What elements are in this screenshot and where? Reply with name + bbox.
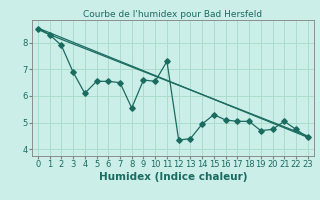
X-axis label: Humidex (Indice chaleur): Humidex (Indice chaleur) (99, 172, 247, 182)
Title: Courbe de l'humidex pour Bad Hersfeld: Courbe de l'humidex pour Bad Hersfeld (83, 10, 262, 19)
